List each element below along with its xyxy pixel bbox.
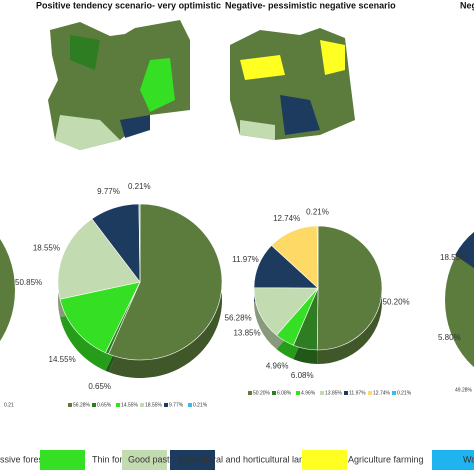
legend-label: 13.85% [325, 390, 343, 396]
cropped-pie [455, 231, 474, 269]
legend-swatch [302, 450, 347, 470]
pie-slice [57, 218, 141, 300]
legend-label: 56.28% [73, 402, 91, 408]
data-label: 12.74% [273, 214, 300, 223]
data-label: 18.55% [33, 243, 60, 252]
chart-title: Negat [460, 0, 474, 10]
cropped-pie [0, 239, 15, 341]
legend-label: 14.55% [121, 402, 139, 408]
pie-slice [253, 287, 319, 336]
legend-swatch [122, 450, 167, 470]
legend-label: Agriculture farming [348, 454, 424, 464]
data-label: 9.77% [97, 187, 120, 196]
legend-swatch [368, 391, 372, 395]
legend-swatch [116, 403, 120, 407]
legend-label: 9.77% [169, 402, 184, 408]
legend-swatch [68, 403, 72, 407]
pie-slice [108, 203, 223, 361]
data-label: 0.21% [128, 182, 151, 191]
data-label: 0.65% [88, 382, 111, 391]
legend-swatch [272, 391, 276, 395]
cropped-pie [445, 232, 474, 368]
pie-slice [316, 225, 319, 289]
legend-swatch [392, 391, 396, 395]
data-label: 11.97% [232, 255, 259, 264]
legend-label: Agricultural and horticultural lands [178, 454, 314, 464]
legend-swatch [164, 403, 168, 407]
legend-label: Thin forest [92, 454, 135, 464]
legend-label: 0.21 [4, 402, 14, 408]
chart-title: Negative- pessimistic negative scenario [225, 0, 396, 10]
legend-label: 11.97% [349, 390, 366, 396]
data-label: 5.80% [438, 333, 461, 342]
legend-label: 50.20% [253, 390, 271, 396]
legend-swatch [344, 391, 348, 395]
data-label: 49.28% [455, 387, 473, 393]
map [48, 20, 355, 150]
chart-title: Positive tendency scenario- very optimis… [36, 0, 221, 10]
legend-swatch [40, 450, 85, 470]
legend-label: 12.74% [373, 390, 391, 396]
legend-label: ssive forest [0, 454, 46, 464]
legend-label: 18.55% [145, 402, 163, 408]
legend-label: Wat [463, 454, 474, 464]
pie-slice [138, 203, 141, 283]
legend-swatch [432, 450, 474, 470]
data-label: 4.96% [266, 362, 289, 371]
legend-label: 0.21% [193, 402, 208, 408]
legend-swatch [248, 391, 252, 395]
data-label: 50.85% [15, 278, 42, 287]
legend-label: 6.08% [277, 390, 292, 396]
legend-label: 4.96% [301, 390, 316, 396]
legend-label: 0.65% [97, 402, 112, 408]
pie-slice [316, 225, 383, 351]
data-label: 50.20% [383, 298, 410, 307]
data-label: 56.28% [225, 314, 252, 323]
legend-swatch [296, 391, 300, 395]
legend-swatch [170, 450, 215, 470]
data-label: 18.55% [440, 253, 467, 262]
data-label: 14.55% [49, 355, 76, 364]
legend-swatch [320, 391, 324, 395]
legend-label: 0.21% [397, 390, 412, 396]
data-label: 13.85% [233, 329, 260, 338]
pie-slice [59, 281, 141, 354]
data-label: 0.21% [306, 207, 329, 216]
legend-swatch [140, 403, 144, 407]
legend-label: Good pastures [128, 454, 188, 464]
legend-swatch [188, 403, 192, 407]
legend-swatch [92, 403, 96, 407]
data-label: 6.08% [291, 371, 314, 380]
